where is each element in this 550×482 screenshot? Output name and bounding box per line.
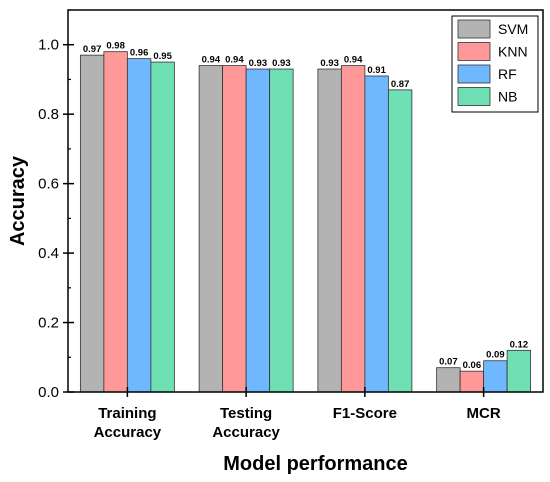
bar-svm-2 (317, 68, 342, 393)
bar-knn-2 (340, 65, 366, 393)
legend-label-knn: KNN (498, 44, 528, 60)
data-label: 0.95 (153, 51, 172, 62)
data-label: 0.94 (344, 55, 363, 66)
x-category-label: Accuracy (212, 424, 280, 441)
x-category-label: F1-Score (333, 405, 397, 422)
x-category-label: Accuracy (94, 424, 162, 441)
bar-rf-3 (483, 360, 508, 393)
legend-swatch-nb (457, 87, 491, 106)
data-label: 0.93 (320, 58, 339, 69)
data-label: 0.06 (463, 360, 482, 371)
x-category-label: MCR (467, 405, 501, 422)
x-category-label: Testing (220, 405, 272, 422)
x-category-label: Training (98, 405, 156, 422)
y-tick-label: 0.2 (38, 315, 59, 332)
data-label: 0.98 (106, 41, 125, 52)
y-tick-label: 1.0 (38, 37, 59, 54)
y-tick-label: 0.0 (38, 384, 59, 401)
bar-nb-1 (269, 68, 294, 393)
legend: SVM KNN RF NB (451, 15, 539, 113)
data-label: 0.94 (202, 55, 221, 66)
data-label: 0.87 (391, 79, 410, 90)
bar-knn-0 (103, 51, 128, 393)
x-axis: Training Accuracy Testing Accuracy F1-Score M… (94, 387, 501, 441)
data-label: 0.09 (486, 350, 505, 361)
y-axis: 0.0 0.2 0.4 0.6 0.8 1.0 (38, 9, 74, 401)
data-label: 0.07 (439, 357, 458, 368)
bar-nb-0 (150, 61, 175, 393)
plot-frame (67, 9, 544, 393)
bar-nb-2 (387, 89, 413, 393)
data-label: 0.97 (83, 44, 102, 55)
bar-rf-2 (364, 75, 389, 393)
data-label: 0.93 (272, 58, 291, 69)
data-label: 0.93 (249, 58, 268, 69)
legend-swatch-svm (457, 19, 491, 39)
bars-layer (79, 51, 532, 393)
legend-label-nb: NB (498, 89, 517, 105)
data-labels-layer: 0.97 0.98 0.96 0.95 0.94 0.94 0.93 0.93 0.93 0.94… (83, 41, 528, 371)
bar-svm-0 (79, 54, 105, 393)
data-label: 0.91 (367, 65, 386, 76)
bar-nb-3 (506, 349, 532, 393)
bar-rf-0 (126, 58, 152, 393)
legend-label-rf: RF (498, 66, 517, 82)
y-tick-label: 0.8 (38, 106, 59, 123)
x-axis-title: Model performance (223, 453, 407, 475)
data-label: 0.96 (130, 48, 149, 59)
legend-label-svm: SVM (498, 21, 528, 37)
bar-knn-3 (459, 370, 485, 393)
y-tick-label: 0.6 (38, 176, 59, 193)
legend-swatch-rf (457, 64, 491, 84)
data-label: 0.12 (510, 339, 529, 350)
data-label: 0.94 (225, 55, 244, 66)
bar-knn-1 (222, 65, 247, 393)
legend-swatch-knn (457, 42, 491, 61)
y-axis-title: Accuracy (7, 155, 29, 246)
bar-svm-3 (436, 367, 461, 393)
bar-svm-1 (198, 65, 224, 393)
bar-rf-1 (245, 68, 271, 393)
y-tick-label: 0.4 (38, 245, 59, 262)
